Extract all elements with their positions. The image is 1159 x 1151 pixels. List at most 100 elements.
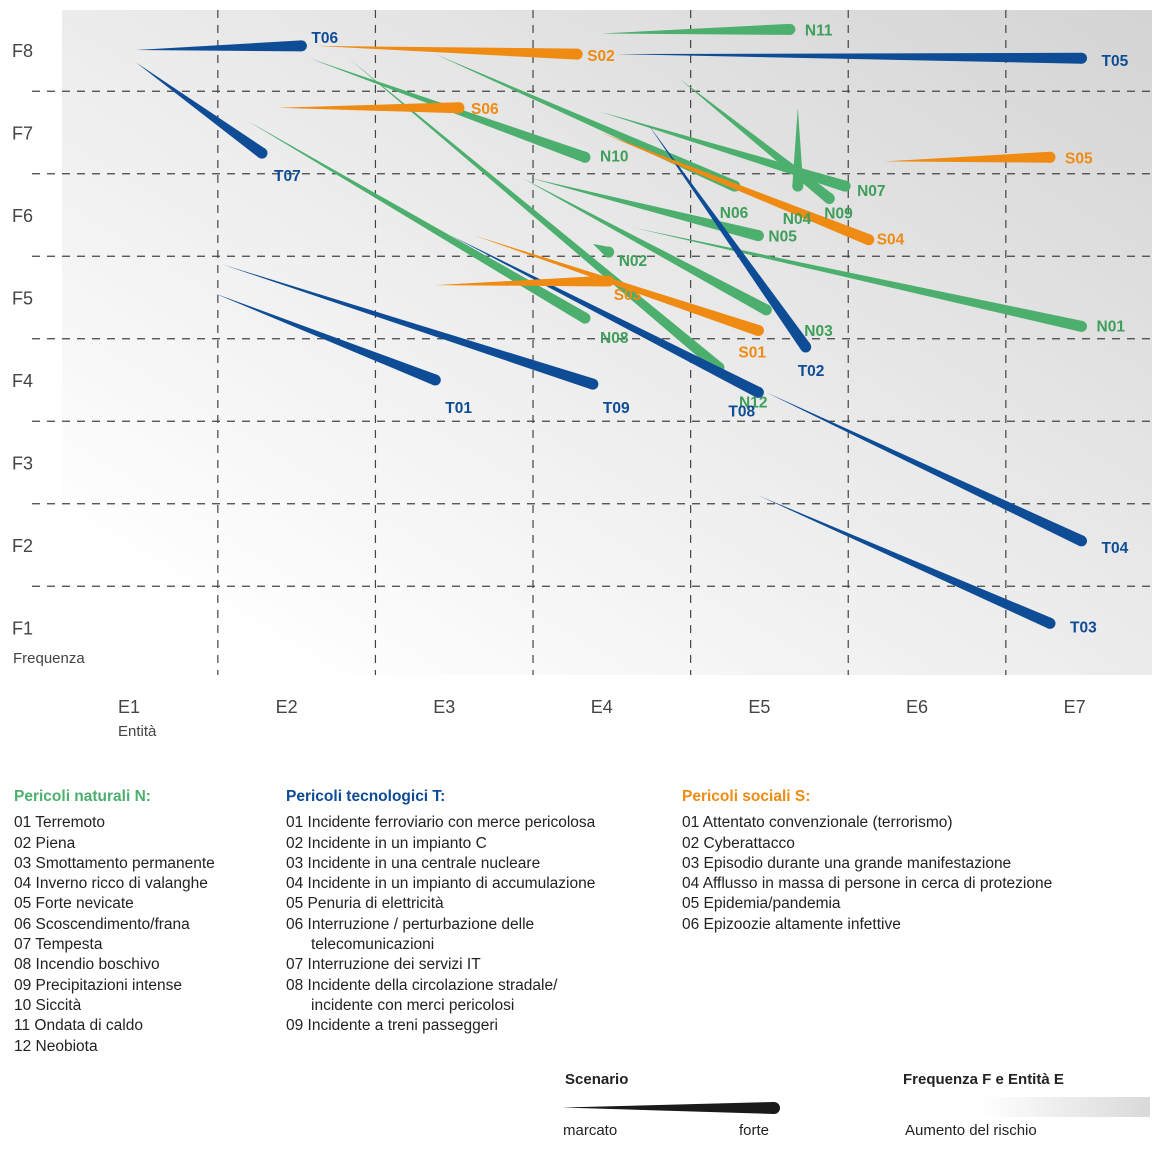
legend-item: 05 Penuria di elettricità [286, 895, 444, 913]
y-tick-label: F4 [12, 371, 33, 391]
wedge-N12 [348, 58, 723, 372]
legend-item: 02 Incidente in un impianto C [286, 834, 487, 852]
wedge-S06 [277, 102, 459, 114]
label-T01: T01 [445, 400, 472, 417]
y-tick-label: F3 [12, 454, 33, 474]
wedge-N11 [600, 23, 790, 35]
x-tick-label: E6 [906, 697, 928, 717]
legend-item: 01 Attentato convenzionale (terrorismo) [682, 814, 953, 832]
wedge-S05 [884, 151, 1051, 163]
legend-social-title: Pericoli sociali S: [682, 788, 811, 805]
label-T09: T09 [603, 400, 630, 417]
x-axis-ticks: E1 E2 E3 E4 E5 E6 E7 [118, 697, 1086, 717]
wedge-T03 [758, 495, 1053, 629]
legend-item: 12 Neobiota [14, 1037, 98, 1055]
wedge-T07 [135, 62, 266, 158]
scenario-key-wedge [562, 1102, 780, 1114]
wedge-end-S01 [752, 325, 764, 336]
legend-item: 04 Afflusso in massa di persone in cerca… [682, 875, 1053, 893]
legend-item: 06 Scoscendimento/frana [14, 915, 190, 933]
wedge-end-S03 [603, 275, 615, 287]
label-N11: N11 [805, 22, 833, 39]
legend-item: 11 Ondata di caldo [14, 1017, 143, 1035]
legend-item: 05 Epidemia/pandemia [682, 895, 841, 913]
frequency-key-title: Frequenza F e Entità E [903, 1071, 1064, 1088]
wedge-end-N01 [1076, 320, 1087, 332]
wedge-end-T01 [429, 374, 441, 386]
legend-item: 07 Tempesta [14, 936, 103, 954]
wedge-N05 [529, 177, 760, 241]
scenario-key-title: Scenario [565, 1071, 629, 1088]
label-N10: N10 [600, 148, 628, 165]
label-N04: N04 [783, 211, 812, 228]
label-T04: T04 [1102, 540, 1129, 557]
legend-item: 04 Inverno ricco di valanghe [14, 875, 208, 893]
legend-item: 03 Smottamento permanente [14, 854, 215, 872]
wedge-end-N09 [823, 193, 835, 204]
wedge-T05 [616, 52, 1082, 64]
label-S01: S01 [738, 345, 766, 362]
hazard-wedges [135, 23, 1087, 629]
label-S03: S03 [614, 287, 642, 304]
x-tick-label: E5 [748, 697, 770, 717]
wedge-end-T09 [587, 378, 599, 390]
x-axis-label: Entità [118, 723, 157, 740]
wedge-end-T06 [295, 40, 307, 52]
wedge-S04 [600, 132, 871, 245]
y-axis-label: Frequenza [13, 650, 85, 667]
label-T08: T08 [728, 403, 755, 420]
label-N08: N08 [600, 330, 629, 347]
legend-item: 10 Siccità [14, 996, 82, 1014]
wedge-end-N11 [784, 23, 796, 35]
risk-matrix-chart: E1 E2 E3 E4 E5 E6 E7 F1 F2 F3 F4 F5 F6 F7 F8 Entità F… [12, 10, 1152, 740]
label-N06: N06 [720, 205, 749, 222]
legend-item: 08 Incendio boschivo [14, 956, 160, 974]
legend-item: 02 Cyberattacco [682, 834, 795, 852]
legend-item: telecomunicazioni [311, 936, 435, 954]
label-T07: T07 [274, 168, 301, 185]
wedge-T06 [135, 40, 302, 52]
label-S06: S06 [471, 101, 499, 118]
wedge-end-N07 [839, 180, 851, 192]
legend-technological-title: Pericoli tecnologici T: [286, 788, 446, 805]
wedge-S02 [317, 45, 578, 60]
wedge-S01 [474, 235, 761, 336]
legend-item: 01 Incidente ferroviario con merce peric… [286, 814, 596, 832]
label-S05: S05 [1065, 150, 1093, 167]
wedge-end-T08 [752, 386, 764, 398]
wedge-end-S02 [571, 48, 583, 60]
legend-item: 09 Incidente a treni passeggeri [286, 1017, 498, 1035]
label-N07: N07 [857, 183, 885, 200]
wedge-N08 [246, 120, 588, 323]
risk-gradient-bar [982, 1097, 1150, 1117]
legend-item: 09 Precipitazioni intense [14, 976, 183, 994]
y-tick-label: F5 [12, 289, 33, 309]
wedge-end-N08 [579, 312, 591, 324]
scenario-key-strong: forte [739, 1122, 770, 1139]
legend-item: 02 Piena [14, 834, 76, 852]
scenario-key-marked: marcato [563, 1122, 618, 1139]
label-T02: T02 [798, 363, 825, 380]
wedge-S03 [435, 275, 609, 287]
y-tick-label: F6 [12, 206, 33, 226]
x-tick-label: E7 [1064, 697, 1086, 717]
label-N03: N03 [804, 323, 833, 340]
legend-item: 06 Epizoozie altamente infettive [682, 915, 901, 933]
y-tick-label: F2 [12, 536, 33, 556]
wedge-N07 [600, 111, 847, 192]
label-N01: N01 [1097, 318, 1126, 335]
x-tick-label: E4 [591, 697, 613, 717]
wedge-T09 [222, 264, 595, 390]
legend-item: 07 Interruzione dei servizi IT [286, 956, 481, 974]
label-N09: N09 [824, 206, 853, 223]
wedge-N01 [632, 227, 1083, 332]
legend-item: 06 Interruzione / perturbazione delle [286, 915, 535, 933]
legend-natural: Pericoli naturali N: 01 Terremoto 02 Pien… [14, 787, 215, 1057]
x-tick-label: E2 [276, 697, 298, 717]
frequency-key-label: Aumento del rischio [905, 1122, 1037, 1139]
wedge-end-N03 [760, 304, 772, 316]
wedge-T04 [766, 392, 1084, 546]
legend-item: incidente con merci pericolosi [311, 996, 515, 1014]
legend-item: 03 Episodio durante una grande manifesta… [682, 854, 1012, 872]
wedge-end-N05 [752, 230, 764, 242]
